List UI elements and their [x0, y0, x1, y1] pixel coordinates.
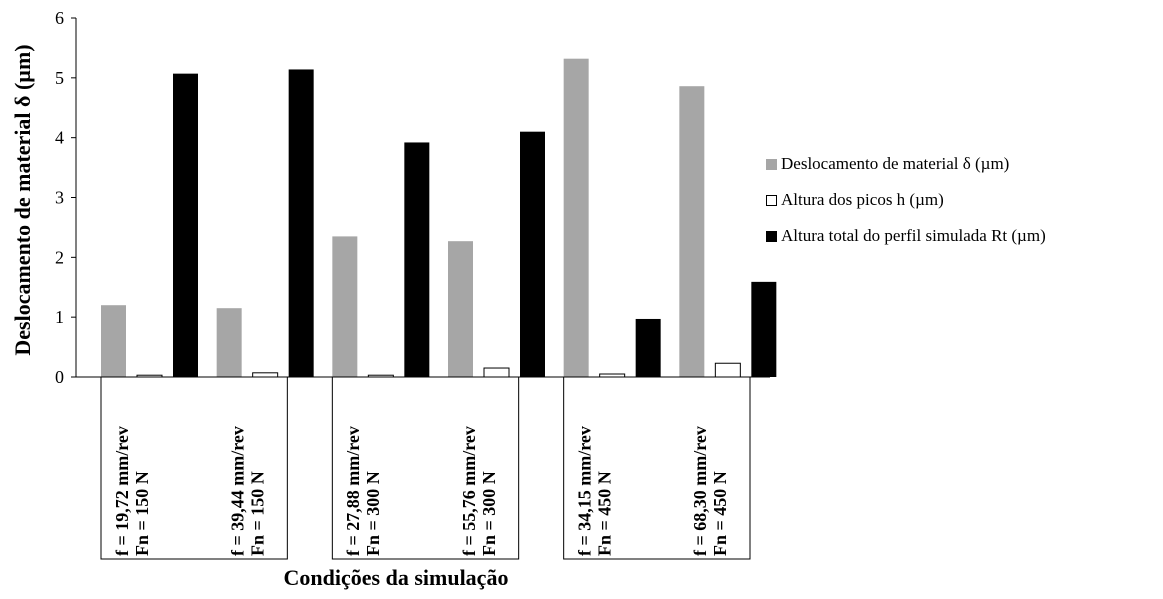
y-axis-label: Deslocamento de material δ (µm) — [10, 44, 35, 355]
category-label-line1: f = 55,76 mm/rev — [459, 426, 479, 556]
category-group-box — [331, 376, 520, 560]
legend-label: Deslocamento de material δ (µm) — [781, 154, 1010, 173]
category-label-line2: Fn = 450 N — [710, 471, 730, 556]
bar — [679, 86, 705, 378]
x-axis-label: Condições da simulação — [284, 565, 509, 590]
bar — [714, 362, 741, 378]
legend-item: Altura dos picos h (µm) — [766, 186, 1046, 214]
category-label-line1: f = 19,72 mm/rev — [112, 426, 132, 556]
category-label-line2: Fn = 450 N — [595, 471, 615, 556]
category-label: f = 19,72 mm/rev Fn = 150 N — [112, 426, 152, 556]
bar — [448, 241, 473, 377]
y-tick-label: 2 — [55, 247, 64, 267]
y-tick-label: 0 — [55, 367, 64, 387]
category-label: f = 55,76 mm/rev Fn = 300 N — [459, 426, 499, 556]
y-tick-label: 1 — [55, 307, 64, 327]
bar — [216, 308, 242, 377]
bar — [483, 367, 510, 378]
legend-swatch — [766, 194, 777, 206]
category-label-line2: Fn = 150 N — [248, 471, 268, 556]
legend-label: Altura dos picos h (µm) — [781, 190, 944, 209]
category-label: f = 34,15 mm/rev Fn = 450 N — [575, 426, 615, 556]
category-label-line1: f = 27,88 mm/rev — [343, 426, 363, 556]
y-tick-label: 5 — [55, 68, 64, 88]
category-group-boxes — [100, 376, 751, 560]
category-label-line1: f = 68,30 mm/rev — [690, 426, 710, 556]
bar — [635, 318, 661, 377]
bar — [563, 58, 589, 377]
y-tick-label: 3 — [55, 188, 64, 208]
y-axis-ticks: 0 1 2 3 4 5 6 — [55, 8, 76, 387]
bar — [173, 73, 198, 378]
bar — [332, 236, 358, 377]
category-group-box — [563, 376, 751, 560]
category-label: f = 27,88 mm/rev Fn = 300 N — [343, 426, 383, 556]
y-tick-label: 4 — [55, 128, 64, 148]
bar — [751, 281, 777, 377]
bar — [252, 372, 279, 378]
category-label-line2: Fn = 150 N — [132, 471, 152, 556]
category-group-box — [100, 376, 288, 560]
y-axis-label-group: Deslocamento de material δ (µm) — [10, 44, 35, 355]
legend-swatch — [766, 230, 777, 242]
bar — [520, 131, 545, 377]
bar — [288, 69, 314, 377]
category-label: f = 68,30 mm/rev Fn = 450 N — [690, 426, 730, 556]
category-label: f = 39,44 mm/rev Fn = 150 N — [228, 426, 268, 556]
legend: Deslocamento de material δ (µm) Altura do… — [766, 150, 1046, 258]
category-label-line1: f = 34,15 mm/rev — [575, 426, 595, 556]
bars — [101, 58, 777, 378]
bar — [404, 142, 430, 377]
legend-label: Altura total do perfil simulada Rt (µm) — [781, 226, 1046, 245]
y-tick-label: 6 — [55, 8, 64, 28]
legend-item: Altura total do perfil simulada Rt (µm) — [766, 222, 1046, 250]
legend-item: Deslocamento de material δ (µm) — [766, 150, 1046, 178]
category-label-line1: f = 39,44 mm/rev — [228, 426, 248, 556]
category-label-line2: Fn = 300 N — [363, 471, 383, 556]
legend-swatch — [766, 158, 777, 170]
bar — [101, 305, 126, 377]
category-label-line2: Fn = 300 N — [479, 471, 499, 556]
